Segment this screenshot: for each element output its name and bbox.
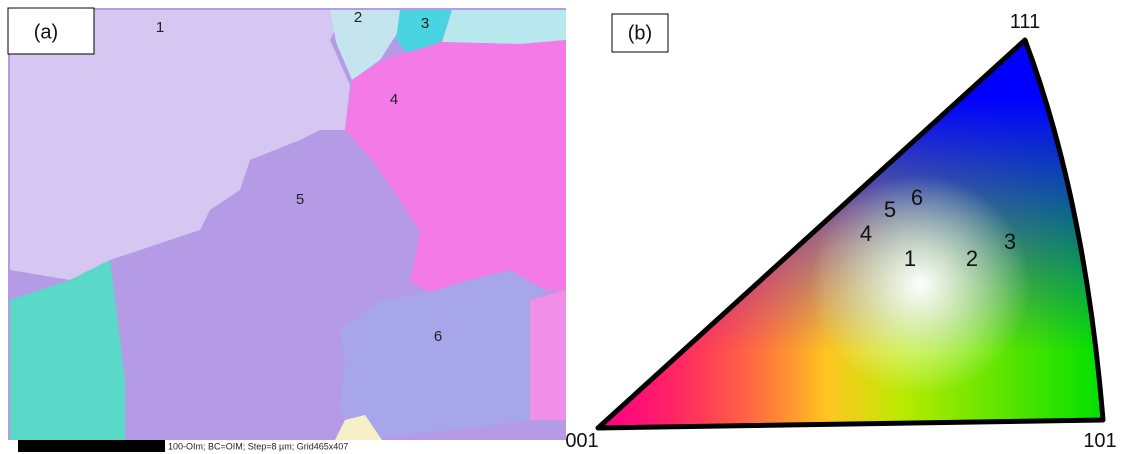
grain-label: 2	[354, 9, 362, 26]
scale-bar	[18, 440, 165, 452]
panel-label: (b)	[628, 22, 652, 44]
scale-bar-text: 100-OIm; BC=OIM; Step=8 µm; Grid465x407	[168, 441, 348, 451]
grain-map: (a) 1 2 3 4 5 6 100-OIm; BC=OIM; Step=8 …	[8, 8, 566, 452]
point-label: 1	[904, 246, 916, 271]
point-label: 5	[884, 197, 896, 222]
panel-label: (a)	[34, 21, 58, 43]
corner-label: 001	[565, 430, 598, 452]
point-label: 3	[1004, 229, 1016, 254]
ipf-fill	[598, 40, 1104, 430]
inverse-pole-figure: (b) 111 001 101 1 2 3 4 5 6	[565, 11, 1116, 452]
grain	[442, 10, 566, 44]
point-label: 2	[966, 246, 978, 271]
corner-label: 101	[1083, 430, 1116, 452]
grain-label: 4	[390, 91, 398, 108]
point-label: 6	[911, 185, 923, 210]
grain-label: 3	[421, 15, 429, 32]
point-label: 4	[860, 221, 872, 246]
grain-label: 1	[156, 19, 164, 36]
grain-label: 5	[296, 191, 304, 208]
corner-label: 111	[1010, 11, 1040, 33]
grain	[530, 290, 566, 420]
figure: (a) 1 2 3 4 5 6 100-OIm; BC=OIM; Step=8 …	[0, 0, 1126, 454]
grain-label: 6	[434, 328, 442, 345]
